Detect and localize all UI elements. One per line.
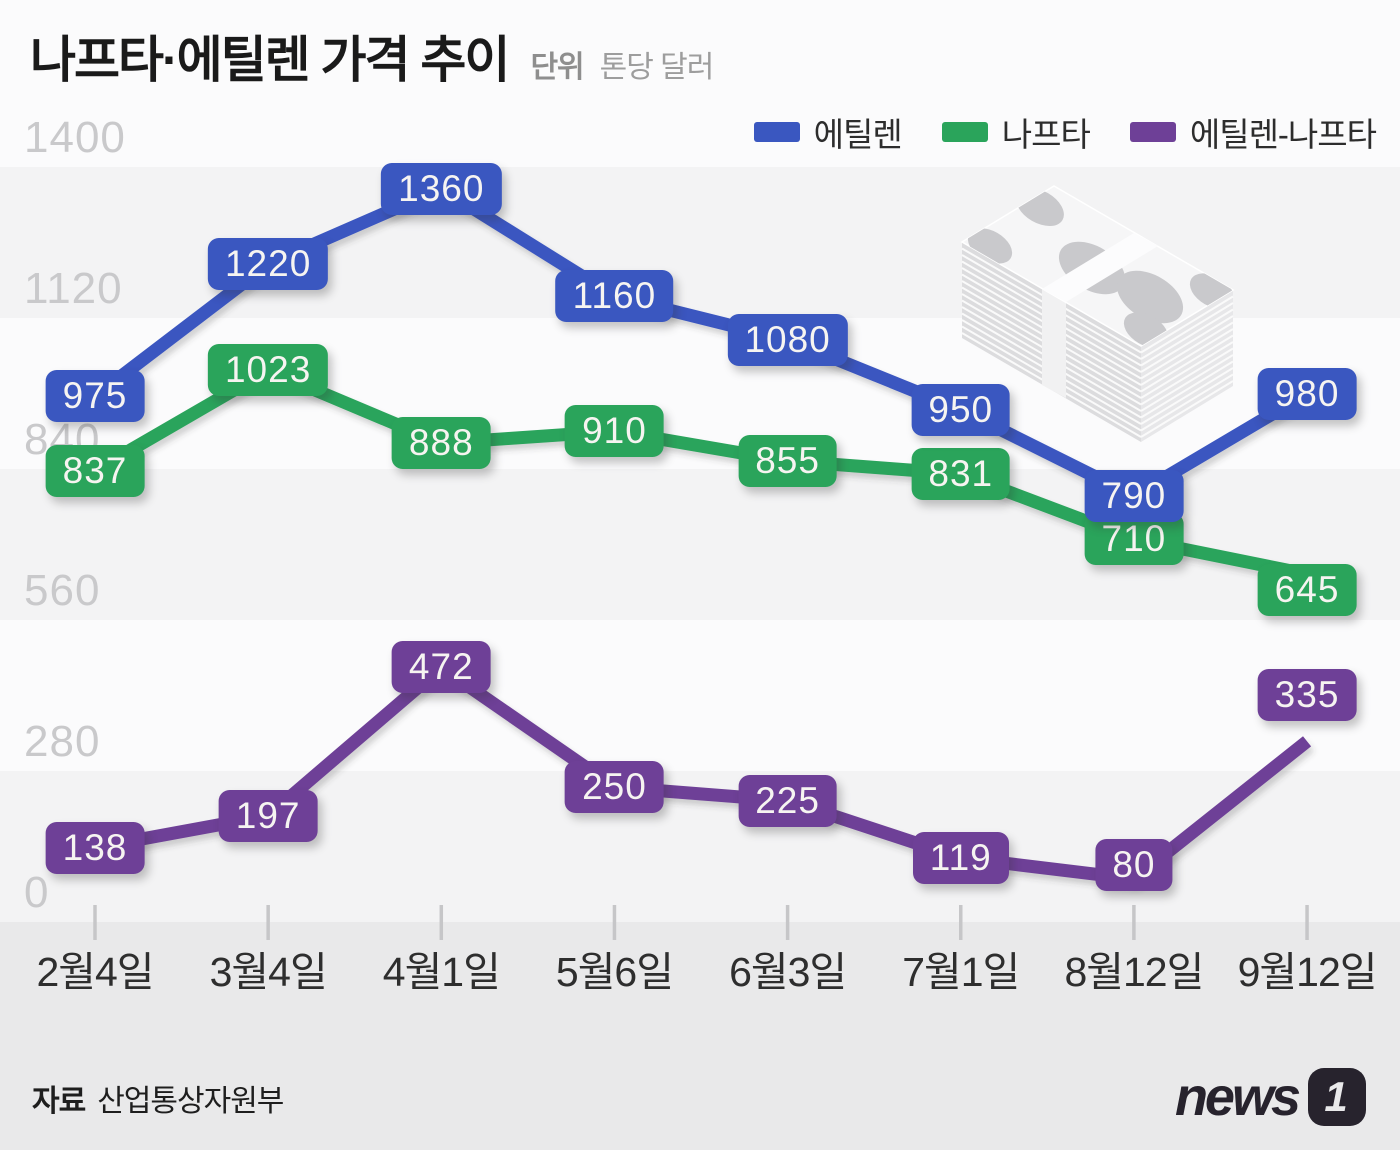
money-sheet-line (1140, 315, 1234, 373)
legend-item-naphtha: 나프타 (941, 108, 1091, 156)
x-tick-label: 6월3일 (729, 949, 847, 995)
legend-label-ethylene: 에틸렌 (813, 116, 903, 153)
source-value: 산업통상자원부 (97, 1085, 284, 1118)
money-sheet-line (961, 325, 1142, 432)
x-tick-label: 3월4일 (209, 949, 328, 995)
legend-swatch-spread (1129, 122, 1176, 142)
data-label: 1080 (727, 313, 848, 366)
money-sheet-line (1140, 373, 1234, 432)
x-tick-label: 8월12일 (1064, 949, 1204, 995)
data-label: 980 (1257, 367, 1357, 420)
legend-item-spread: 에틸렌-나프타 (1129, 108, 1377, 156)
legend: 에틸렌 나프타 에틸렌-나프타 (753, 108, 1377, 156)
money-sheet-line (961, 306, 1142, 412)
legend-swatch-ethylene (753, 122, 800, 142)
money-sheet-line (1140, 341, 1234, 399)
money-sheet-line (961, 312, 1142, 419)
data-label: 335 (1257, 669, 1357, 722)
money-sheet-line (1140, 360, 1234, 419)
y-tick-label: 280 (24, 717, 101, 766)
news1-logo-badge-number: 1 (1324, 1073, 1348, 1120)
money-sheet-line (1140, 328, 1234, 386)
page-title: 나프타·에틸렌 가격 추이 (30, 32, 510, 88)
x-tick-label: 2월4일 (36, 949, 154, 995)
money-sheet-line (961, 332, 1142, 438)
y-tick-label: 0 (24, 868, 50, 917)
data-label: 472 (391, 641, 491, 694)
unit-value: 톤당 달러 (599, 51, 715, 84)
x-tick-label: 9월12일 (1237, 949, 1378, 995)
y-tick-label: 1120 (24, 264, 123, 313)
legend-item-ethylene: 에틸렌 (753, 108, 903, 156)
money-sheet-line (1140, 380, 1234, 438)
grid-band (0, 771, 1400, 922)
y-tick-label: 840 (24, 415, 101, 464)
x-tick-label: 7월1일 (902, 949, 1020, 995)
grid-band (0, 167, 1400, 318)
money-sheet-line (1140, 347, 1234, 406)
grid-band (0, 469, 1400, 620)
legend-label-spread: 에틸렌-나프타 (1189, 116, 1377, 153)
news1-logo: news 1 (1175, 1066, 1366, 1128)
money-sheet-line (1140, 321, 1234, 380)
y-tick-label: 560 (24, 566, 101, 615)
money-sheet-line (1140, 354, 1234, 412)
y-tick-label: 1400 (24, 113, 126, 162)
legend-label-naphtha: 나프타 (1001, 116, 1091, 153)
source-label: 자료 (32, 1085, 86, 1118)
data-label: 910 (565, 405, 664, 458)
source-note: 자료 산업통상자원부 (32, 1076, 284, 1120)
data-label: 950 (911, 383, 1011, 436)
legend-swatch-naphtha (941, 122, 988, 142)
x-tick-label: 4월1일 (382, 949, 501, 995)
header: 나프타·에틸렌 가격 추이 단위 톤당 달러 (30, 20, 715, 92)
unit-label: 단위 (530, 51, 584, 84)
money-sheet-line (1140, 367, 1234, 425)
money-sheet-line (1140, 334, 1234, 393)
money-sheet-line (961, 319, 1142, 425)
news1-logo-badge-icon: 1 (1308, 1068, 1366, 1126)
data-label: 888 (391, 417, 491, 470)
data-label: 1023 (207, 344, 329, 397)
footer-area: 2월4일 3월4일 4월1일 5월6일 6월3일 7월1일 8월12일 9월12일 자료 산업통… (0, 922, 1400, 1150)
x-tick-label: 5월6일 (555, 949, 674, 995)
news1-logo-text: news (1174, 1067, 1301, 1127)
